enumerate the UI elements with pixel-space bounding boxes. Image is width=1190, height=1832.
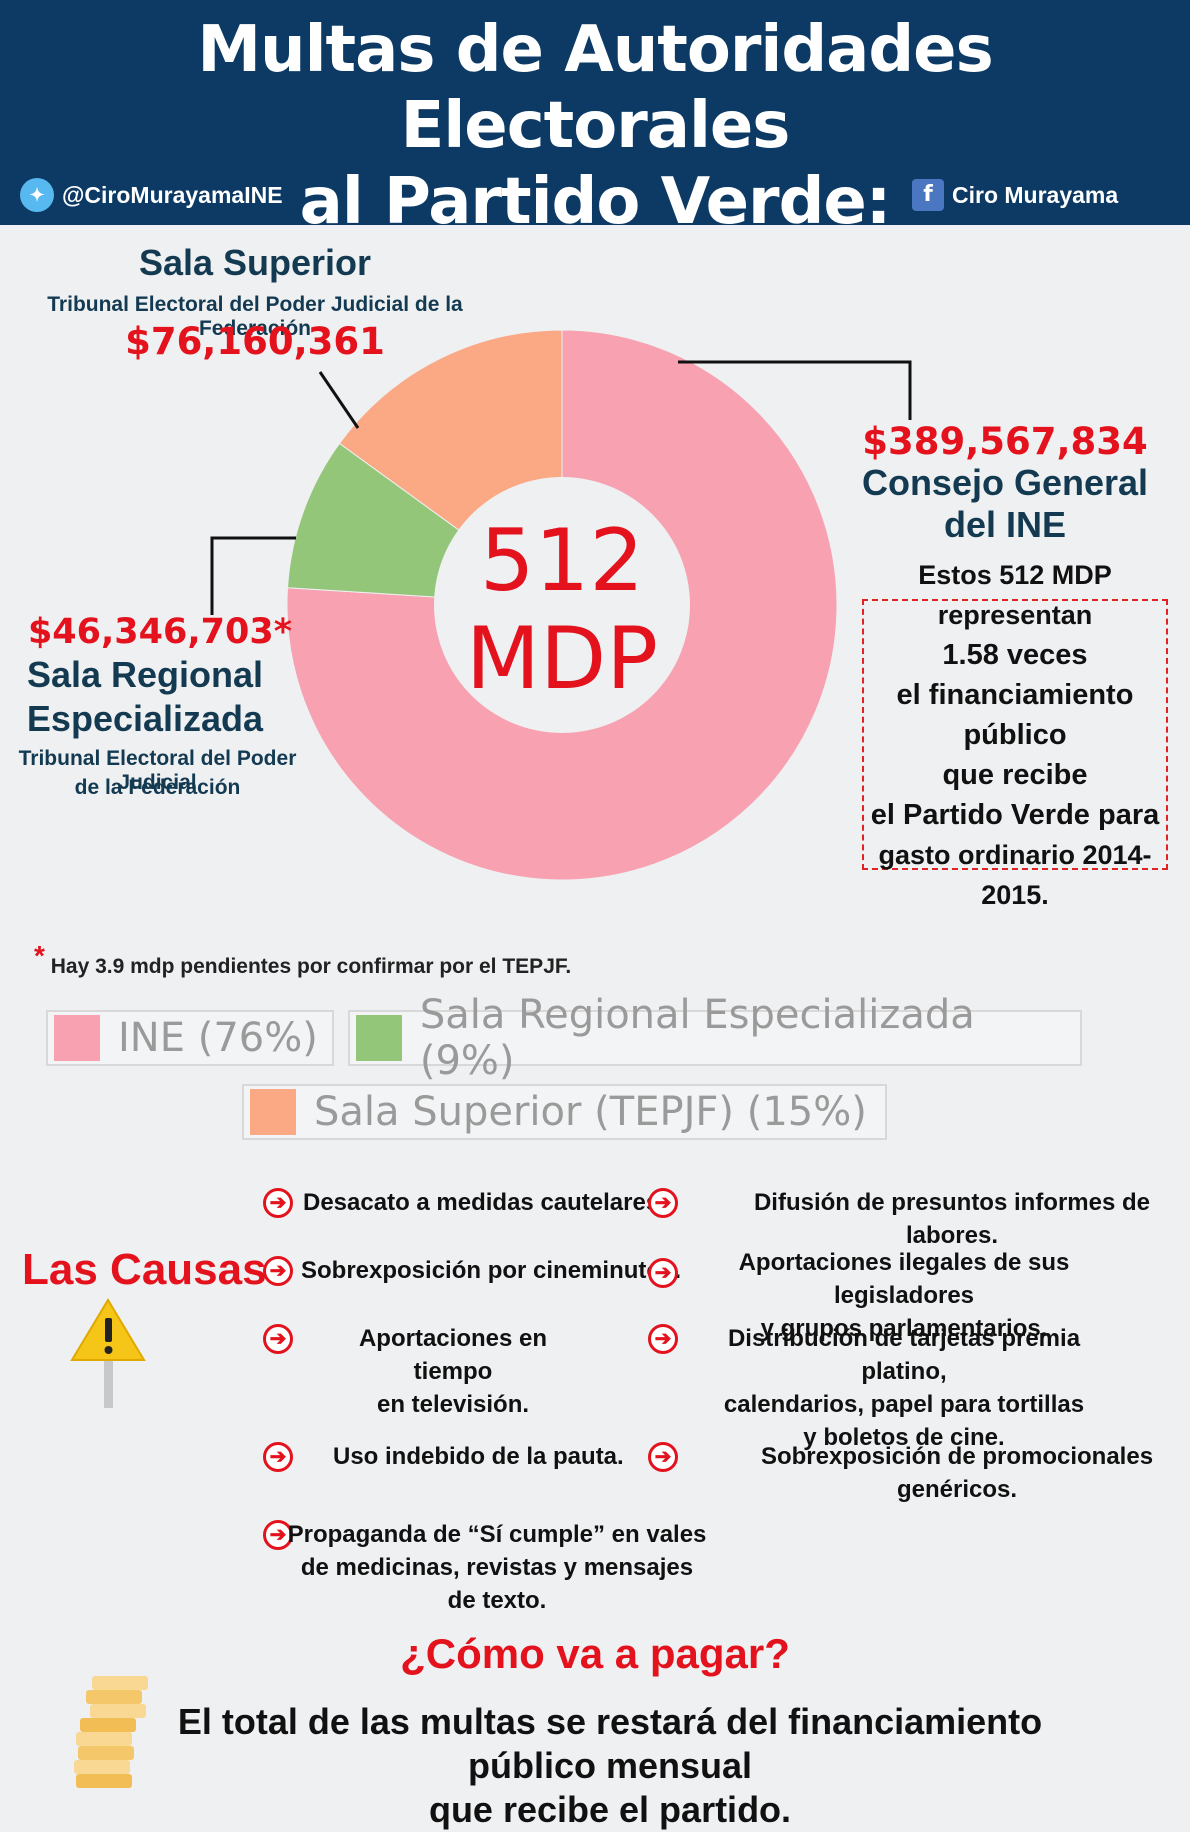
cause-left-5: ➔ Propaganda de “Sí cumple” en vales de … <box>263 1518 707 1617</box>
note-line-2: 1.58 veces <box>942 638 1088 671</box>
footnote: * Hay 3.9 mdp pendientes por confirmar p… <box>34 940 572 980</box>
cause-text: en televisión. <box>376 1391 530 1418</box>
title-line-1: Multas de Autoridades Electorales <box>197 13 993 163</box>
causes-title: Las Causas: <box>22 1245 282 1294</box>
warning-sign-icon <box>70 1298 146 1408</box>
superior-amount: $76,160,361 <box>125 320 385 363</box>
twitter-credit[interactable]: ✦ @CiroMurayamaINE <box>20 177 283 213</box>
cause-left-2: ➔ Sobrexposición por cineminutos. <box>263 1254 681 1287</box>
cause-text: Uso indebido de la pauta. <box>333 1443 624 1470</box>
legend-swatch-regional <box>356 1015 402 1061</box>
cause-text: Desacato a medidas cautelares. <box>303 1189 666 1216</box>
cause-left-4: ➔ Uso indebido de la pauta. <box>263 1440 624 1473</box>
twitter-handle: @CiroMurayamaINE <box>62 182 283 208</box>
center-value: 512 <box>480 511 644 611</box>
regional-title-1: Sala Regional <box>26 654 264 695</box>
center-unit: MDP <box>466 609 658 709</box>
legend-item-superior: Sala Superior (TEPJF) (15%) <box>242 1084 887 1140</box>
arrow-circle-icon: ➔ <box>263 1324 293 1354</box>
cause-text: Distribución de tarjetas premia platino, <box>727 1325 1081 1385</box>
legend-label-regional: Sala Regional Especializada (9%) <box>419 992 975 1084</box>
facebook-name: Ciro Murayama <box>952 182 1119 208</box>
cause-left-1: ➔ Desacato a medidas cautelares. <box>263 1186 666 1219</box>
arrow-circle-icon: ➔ <box>263 1442 293 1472</box>
footnote-text: Hay 3.9 mdp pendientes por confirmar por… <box>50 955 572 978</box>
superior-title: Sala Superior <box>138 242 372 283</box>
donut-chart: 512 MDP <box>210 329 912 881</box>
page-title: Multas de Autoridades Electorales al Par… <box>0 12 1190 240</box>
regional-subtitle-1: Tribunal Electoral del Poder Judicial <box>18 747 297 794</box>
coin-stack-icon <box>74 1676 148 1788</box>
facebook-credit[interactable]: f Ciro Murayama <box>912 177 1118 213</box>
ine-amount: $389,567,834 <box>862 420 1148 463</box>
legend-swatch-ine <box>54 1015 100 1061</box>
cause-text: Aportaciones ilegales de sus legisladore… <box>738 1249 1070 1309</box>
arrow-circle-icon: ➔ <box>648 1442 678 1472</box>
note-line-5: el Partido Verde para <box>870 798 1160 831</box>
note-box: Estos 512 MDP representan 1.58 veces el … <box>862 560 1168 910</box>
cause-text: Sobrexposición por cineminutos. <box>301 1257 682 1284</box>
regional-title-2: Especializada <box>26 698 264 739</box>
arrow-circle-icon: ➔ <box>648 1324 678 1354</box>
cause-right-4: ➔ Sobrexposición de promocionales genéri… <box>648 1440 1190 1506</box>
title-line-2: al Partido Verde: <box>299 165 892 239</box>
facebook-icon: f <box>912 179 944 211</box>
payment-line-2: que recibe el partido. <box>428 1789 792 1830</box>
legend-item-ine: INE (76%) <box>46 1010 334 1066</box>
arrow-circle-icon: ➔ <box>648 1188 678 1218</box>
cause-right-3: ➔ Distribución de tarjetas premia platin… <box>648 1322 1094 1454</box>
arrow-circle-icon: ➔ <box>263 1520 293 1550</box>
note-line-1: Estos 512 MDP representan <box>918 559 1112 630</box>
superior-subtitle: Tribunal Electoral del Poder Judicial de… <box>47 293 463 340</box>
regional-subtitle-2: de la Federación <box>74 776 241 799</box>
cause-left-3: ➔ Aportaciones en tiempo en televisión. <box>263 1322 583 1421</box>
arrow-circle-icon: ➔ <box>648 1258 678 1288</box>
cause-text: y boletos de cine. <box>803 1424 1005 1451</box>
cause-right-2: ➔ Aportaciones ilegales de sus legislado… <box>648 1246 1094 1345</box>
regional-amount: $46,346,703* <box>27 612 293 652</box>
cause-text: de medicinas, revistas y mensajes de tex… <box>300 1554 694 1614</box>
slice-ine <box>286 329 838 881</box>
leader-line-regional <box>210 536 296 615</box>
ine-title: Consejo General del INE <box>861 462 1149 545</box>
legend-label-superior: Sala Superior (TEPJF) (15%) <box>314 1089 867 1135</box>
cause-text: y grupos parlamentarios. <box>760 1315 1048 1342</box>
cause-right-1: ➔ Difusión de presuntos informes de labo… <box>648 1186 1190 1252</box>
leader-line-ine <box>678 360 912 420</box>
header: Multas de Autoridades Electorales al Par… <box>0 0 1190 239</box>
cause-text: Propaganda de “Sí cumple” en vales <box>287 1521 707 1548</box>
leader-line-superior <box>318 371 360 429</box>
note-line-4: que recibe <box>942 758 1088 791</box>
cause-text: Sobrexposición de promocionales genérico… <box>760 1443 1154 1503</box>
payment-text: El total de las multas se restará del fi… <box>160 1700 1060 1832</box>
twitter-bird-icon: ✦ <box>20 178 54 212</box>
footnote-star: * <box>34 940 45 971</box>
legend-swatch-superior <box>250 1089 296 1135</box>
payment-title: ¿Cómo va a pagar? <box>400 1630 790 1677</box>
legend-item-regional: Sala Regional Especializada (9%) <box>348 992 1082 1084</box>
note-line-6: gasto ordinario 2014-2015. <box>878 839 1152 910</box>
note-line-3: el financiamiento público <box>896 678 1134 751</box>
arrow-circle-icon: ➔ <box>263 1188 293 1218</box>
legend-label-ine: INE (76%) <box>118 1015 318 1061</box>
donut-hole <box>434 477 690 733</box>
cause-text: calendarios, papel para tortillas <box>723 1391 1085 1418</box>
cause-text: Difusión de presuntos informes de labore… <box>753 1189 1151 1249</box>
cause-text: Aportaciones en tiempo <box>358 1325 548 1385</box>
arrow-circle-icon: ➔ <box>263 1256 293 1286</box>
payment-line-1: El total de las multas se restará del fi… <box>177 1701 1043 1786</box>
